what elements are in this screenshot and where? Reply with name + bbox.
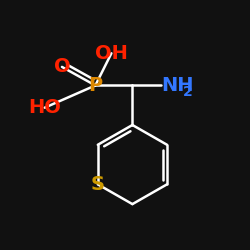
Text: P: P — [88, 76, 102, 95]
Text: OH: OH — [95, 44, 128, 63]
Text: HO: HO — [28, 98, 61, 117]
Text: 2: 2 — [183, 84, 193, 98]
Text: S: S — [91, 175, 105, 194]
Text: O: O — [54, 58, 70, 76]
Text: NH: NH — [161, 76, 193, 95]
